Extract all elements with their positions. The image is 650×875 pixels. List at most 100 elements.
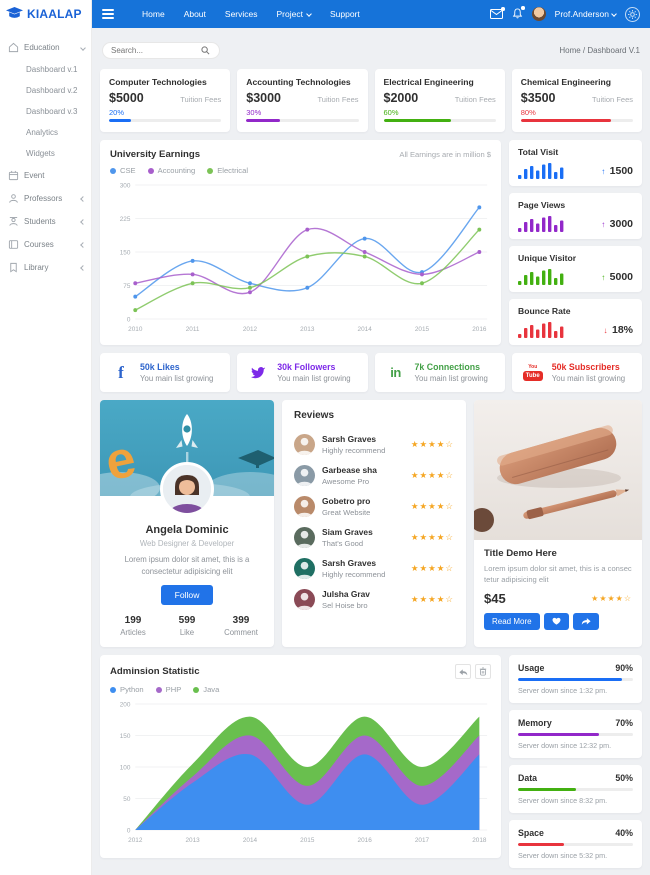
graduation-cap-icon <box>6 7 23 18</box>
reviewer-name: Garbease sha <box>322 465 377 475</box>
sidebar-item-dashboard-v1[interactable]: Dashboard v.1 <box>26 65 78 74</box>
heart-icon <box>552 618 561 625</box>
total-visit-card: Total Visit ↑ 1500 <box>509 140 642 186</box>
sidebar-item-dashboard-v2[interactable]: Dashboard v.2 <box>26 86 78 95</box>
sidebar-item-widgets[interactable]: Widgets <box>26 149 55 158</box>
library-icon <box>10 262 17 273</box>
youtube-logo-tube: Tube <box>522 370 543 381</box>
reviewer-avatar <box>294 465 315 486</box>
server-note: Server down since 12:32 pm. <box>518 741 612 751</box>
user-avatar[interactable] <box>531 7 546 21</box>
progress-track <box>518 733 633 737</box>
share-button[interactable] <box>572 612 599 630</box>
nav-link-services[interactable]: Services <box>224 9 258 19</box>
product-buttons: Read More <box>484 612 632 630</box>
sidebar-item-label: Professors <box>24 194 63 203</box>
undo-button[interactable] <box>455 664 471 680</box>
bell-icon[interactable] <box>512 6 525 20</box>
progress-fill <box>518 788 576 792</box>
search-icon[interactable] <box>201 46 210 55</box>
svg-text:200: 200 <box>120 702 131 709</box>
settings-button[interactable] <box>625 6 640 22</box>
stat-title: Total Visit <box>518 147 559 157</box>
twitter-icon <box>247 366 269 379</box>
delete-button[interactable] <box>475 664 491 680</box>
follow-button[interactable]: Follow <box>160 585 214 606</box>
linkedin-icon: in <box>390 365 401 380</box>
sidebar-item-label: Event <box>24 171 45 180</box>
svg-text:2013: 2013 <box>185 837 200 844</box>
legend-dot <box>147 167 154 174</box>
social-sub: You main list growing <box>414 374 488 383</box>
sidebar-item-library[interactable]: Library <box>0 256 91 279</box>
reviews-title: Reviews <box>294 410 335 421</box>
review-comment: Sel Hoise bro <box>322 601 368 610</box>
gear-icon <box>628 9 637 19</box>
progress-track <box>520 119 633 122</box>
nav-link-support[interactable]: Support <box>329 9 360 19</box>
progress-track <box>383 119 496 122</box>
chevron-left-icon <box>80 241 86 248</box>
reviewer-name: Sarsh Graves <box>322 558 377 568</box>
nav-link-about[interactable]: About <box>183 9 206 19</box>
stat-title: Unique Visitor <box>518 253 577 263</box>
server-stat-percent: 70% <box>615 718 633 729</box>
sidebar-item-analytics[interactable]: Analytics <box>26 128 59 137</box>
review-row: Siam Graves That's Good ★★★★☆ <box>294 522 454 553</box>
search-input[interactable] <box>111 46 201 55</box>
legend-label: CSE <box>120 166 136 175</box>
admission-area-chart: 0 50 100 150 200 2012 2013 2014 2015 2016 2017 2018 <box>120 702 488 844</box>
sidebar-item-event[interactable]: Event <box>0 164 91 187</box>
notification-dot <box>521 6 525 10</box>
sparkline-bars <box>518 216 564 232</box>
sidebar-item-professors[interactable]: Professors <box>0 187 91 210</box>
user-menu[interactable]: Prof.Anderson <box>555 9 617 19</box>
favorite-button[interactable] <box>543 612 569 630</box>
stat-value: 3000 <box>609 218 633 230</box>
nav-link-home[interactable]: Home <box>142 9 165 19</box>
brand-logo[interactable]: KIAALAP <box>0 0 91 28</box>
fee-percent: 20% <box>109 108 125 117</box>
sidebar-item-education[interactable]: Education <box>0 36 91 59</box>
profile-avatar <box>160 462 214 516</box>
fee-label: Tuition Fees <box>592 95 633 104</box>
undo-icon <box>458 669 467 676</box>
chart-toolbar <box>455 664 491 680</box>
review-row: Garbease sha Awesome Pro ★★★★☆ <box>294 460 454 491</box>
read-more-button[interactable]: Read More <box>484 612 540 630</box>
sidebar-item-students[interactable]: Students <box>0 210 91 233</box>
sidebar: KIAALAP Education Dashboard v.1 Dashboar… <box>0 0 92 875</box>
reviewer-name: Gobetro pro <box>322 496 371 506</box>
svg-text:150: 150 <box>120 249 131 256</box>
trend-up-icon: ↑ <box>601 273 606 282</box>
svg-text:2016: 2016 <box>472 326 487 333</box>
fee-amount: $3000 <box>246 91 282 105</box>
legend-dot <box>155 686 162 693</box>
progress-track <box>109 119 222 122</box>
profile-bio: Lorem ipsum dolor sit amet, this is a co… <box>124 555 250 576</box>
top-navbar: Home About Services Project Support Prof… <box>92 0 650 28</box>
svg-text:2015: 2015 <box>415 326 430 333</box>
social-cards-row: f 50k Likes You main list growing 30k Fol… <box>100 353 642 392</box>
reviewer-avatar <box>294 527 315 548</box>
legend-dot <box>110 686 116 693</box>
stat-like: 599 Like <box>160 615 214 637</box>
legend-label: Electrical <box>217 166 249 175</box>
nav-link-project[interactable]: Project <box>277 9 312 19</box>
fee-amount: $3500 <box>520 91 556 105</box>
stat-label: Like <box>179 628 195 638</box>
main-area: Home About Services Project Support Prof… <box>92 0 650 875</box>
social-stat: 30k Followers <box>277 362 336 372</box>
earnings-row: University Earnings All Earnings are in … <box>100 140 642 345</box>
youtube-icon: You Tube <box>522 364 544 381</box>
reviewer-name: Julsha Grav <box>322 589 370 599</box>
sidebar-item-dashboard-v3[interactable]: Dashboard v.3 <box>26 107 78 116</box>
sidebar-item-courses[interactable]: Courses <box>0 233 91 256</box>
review-row: Gobetro pro Great Website ★★★★☆ <box>294 491 454 522</box>
mail-icon[interactable] <box>489 7 505 19</box>
legend-item: Java <box>193 685 219 694</box>
legend-label: Python <box>120 685 144 695</box>
hamburger-menu-icon[interactable] <box>102 7 114 21</box>
sparkline-bars <box>518 322 564 338</box>
youtube-card: You Tube 50k Subscribers You main list gr… <box>511 353 642 392</box>
